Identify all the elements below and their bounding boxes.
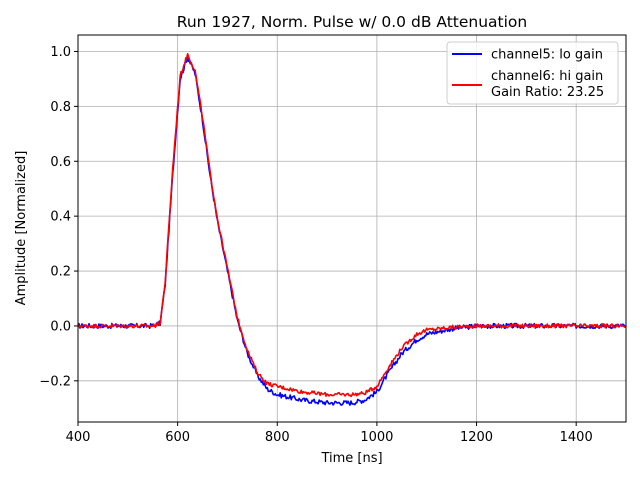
y-tick-label: −0.2 bbox=[39, 374, 71, 389]
x-tick-label: 1200 bbox=[460, 430, 493, 445]
y-tick-label: 0.2 bbox=[50, 265, 71, 280]
legend-label-channel6: channel6: hi gain bbox=[491, 69, 603, 84]
tick-layer: 400 600 800 1000 1200 1400 −0.2 0.0 0.2 0.4 0.6 0.8… bbox=[39, 45, 592, 445]
x-axis-label: Time [ns] bbox=[320, 451, 382, 466]
y-tick-label: 0.0 bbox=[50, 319, 71, 334]
plot-frame bbox=[77, 34, 627, 423]
x-tick-label: 400 bbox=[66, 430, 91, 445]
legend-label-gain-ratio: Gain Ratio: 23.25 bbox=[491, 85, 604, 100]
grid-layer bbox=[77, 35, 626, 422]
x-tick-label: 800 bbox=[265, 430, 290, 445]
legend: channel5: lo gain channel6: hi gain Gain… bbox=[446, 41, 619, 105]
series-line-channel6 bbox=[77, 52, 627, 398]
y-axis-label: Amplitude [Normalized] bbox=[14, 151, 29, 306]
y-tick-label: 0.8 bbox=[50, 100, 71, 115]
series-layer bbox=[77, 52, 627, 406]
legend-box bbox=[446, 41, 619, 105]
y-tick-label: 0.6 bbox=[50, 155, 71, 170]
chart-title: Run 1927, Norm. Pulse w/ 0.0 dB Attenuat… bbox=[177, 13, 527, 31]
x-tick-label: 600 bbox=[165, 430, 190, 445]
x-tick-label: 1400 bbox=[560, 430, 593, 445]
y-tick-label: 1.0 bbox=[50, 45, 71, 60]
x-tick-label: 1000 bbox=[360, 430, 393, 445]
y-tick-label: 0.4 bbox=[50, 210, 71, 225]
legend-label-channel5: channel5: lo gain bbox=[491, 48, 603, 63]
